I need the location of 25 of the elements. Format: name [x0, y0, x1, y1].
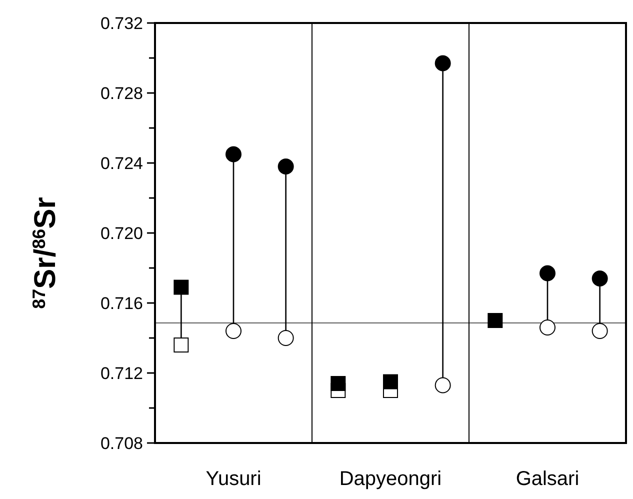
- point: [174, 338, 189, 352]
- y-tick-label: 0.708: [100, 434, 143, 453]
- y-tick-label: 0.728: [100, 84, 143, 103]
- point: [540, 265, 556, 282]
- point: [278, 330, 294, 346]
- point: [592, 323, 608, 339]
- x-tick-label: Yusuri: [206, 468, 262, 490]
- x-tick-label: Galsari: [516, 468, 580, 490]
- point: [592, 270, 608, 286]
- point: [383, 374, 398, 390]
- y-tick-label: 0.716: [100, 294, 143, 313]
- point: [278, 158, 294, 174]
- y-tick-label: 0.720: [100, 224, 143, 243]
- point: [226, 323, 242, 339]
- point: [540, 320, 556, 336]
- point: [174, 280, 189, 295]
- y-tick-label: 0.724: [100, 154, 143, 173]
- point: [488, 313, 503, 328]
- point: [330, 376, 346, 391]
- point: [434, 55, 451, 72]
- point: [226, 146, 242, 162]
- x-tick-label: Dapyeongri: [339, 468, 442, 490]
- y-tick-label: 0.732: [100, 14, 143, 33]
- point: [434, 377, 451, 394]
- y-tick-label: 0.712: [100, 364, 143, 383]
